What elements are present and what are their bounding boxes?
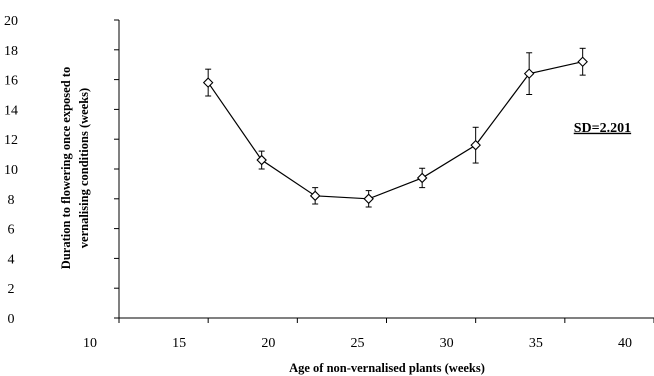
data-point	[577, 56, 588, 67]
axis-titles: Age of non-vernalised plants (weeks) Dur…	[59, 67, 485, 375]
y-tick-label: 14	[4, 103, 18, 118]
data-point	[523, 68, 535, 79]
y-tick-label: 4	[8, 252, 15, 267]
y-tick-label: 6	[8, 223, 15, 238]
x-tick-label: 25	[351, 336, 365, 351]
y-axis-title-line-1: Duration to flowering once exposed to	[59, 67, 73, 269]
y-axis: 0 2 4 6 8 10 12 14 16 18 20	[4, 14, 120, 327]
y-axis-title-line-2: vernalising conditions (weeks)	[77, 88, 91, 248]
series-line	[207, 61, 583, 200]
data-series	[202, 47, 588, 208]
y-tick-label: 8	[8, 193, 15, 208]
annotations: SD=2.201	[574, 121, 631, 136]
y-tick-label: 18	[4, 44, 18, 59]
data-point	[416, 172, 428, 184]
x-tick-label: 30	[440, 336, 454, 351]
data-point	[363, 193, 374, 205]
data-point	[470, 139, 481, 151]
y-tick-label: 20	[4, 14, 18, 29]
y-tick-label: 16	[4, 74, 18, 89]
data-point	[256, 154, 267, 166]
x-axis-title: Age of non-vernalised plants (weeks)	[289, 361, 485, 375]
y-tick-label: 10	[4, 163, 18, 178]
sd-annotation: SD=2.201	[574, 121, 631, 136]
y-tick-label: 2	[8, 282, 15, 297]
x-tick-label: 20	[261, 336, 275, 351]
x-tick-label: 40	[618, 336, 632, 351]
data-point	[202, 77, 214, 88]
x-axis: 10 15 20 25 30 35 40	[83, 317, 654, 351]
x-tick-label: 10	[83, 336, 97, 351]
y-tick-label: 0	[8, 312, 15, 327]
x-tick-label: 35	[529, 336, 543, 351]
y-tick-label: 12	[4, 133, 18, 148]
data-point	[309, 190, 321, 202]
x-tick-label: 15	[172, 336, 186, 351]
